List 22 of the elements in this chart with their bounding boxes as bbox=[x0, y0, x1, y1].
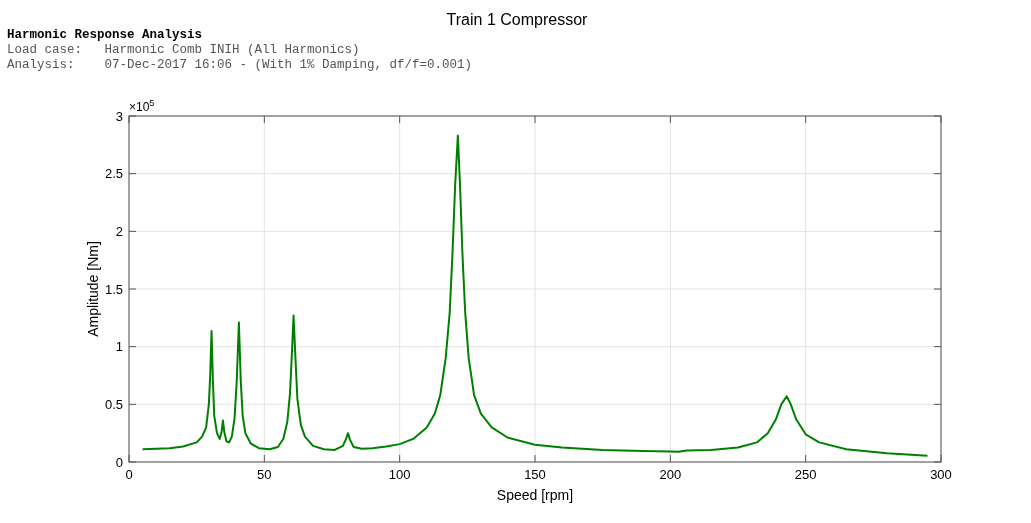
y-tick-label: 2 bbox=[115, 223, 123, 239]
x-tick-label: 250 bbox=[794, 467, 817, 482]
x-tick-label: 100 bbox=[388, 467, 411, 482]
x-tick-label: 0 bbox=[125, 467, 133, 482]
y-tick-label: 1 bbox=[115, 339, 123, 355]
text: Harmonic Response Analysis bbox=[7, 28, 203, 42]
y-tick-label: 2.5 bbox=[104, 166, 123, 182]
x-tick-label: 50 bbox=[257, 467, 272, 482]
text: ×10$^{5}$ bbox=[129, 98, 155, 114]
chart-title: Train 1 Compressor bbox=[446, 11, 589, 28]
x-axis-title: Speed [rpm] bbox=[496, 487, 574, 503]
y-tick-label: 3 bbox=[115, 108, 123, 124]
line-series bbox=[141, 134, 929, 457]
y-axis-title: Amplitude [Nm] bbox=[85, 241, 101, 337]
text: Analysis: 07-Dec-2017 16:06 - (With 1% Damping, df/f=0.001) bbox=[7, 58, 473, 72]
y-tick-label: 0.5 bbox=[104, 396, 123, 412]
x-tick-label: 300 bbox=[930, 467, 952, 482]
x-tick-label: 150 bbox=[524, 467, 546, 482]
text: Load case: Harmonic Comb INIH (All Harmonics) bbox=[7, 43, 360, 57]
x-tick-label: 200 bbox=[659, 467, 682, 482]
y-tick-label: 1.5 bbox=[104, 281, 123, 297]
y-tick-label: 0 bbox=[115, 454, 123, 470]
